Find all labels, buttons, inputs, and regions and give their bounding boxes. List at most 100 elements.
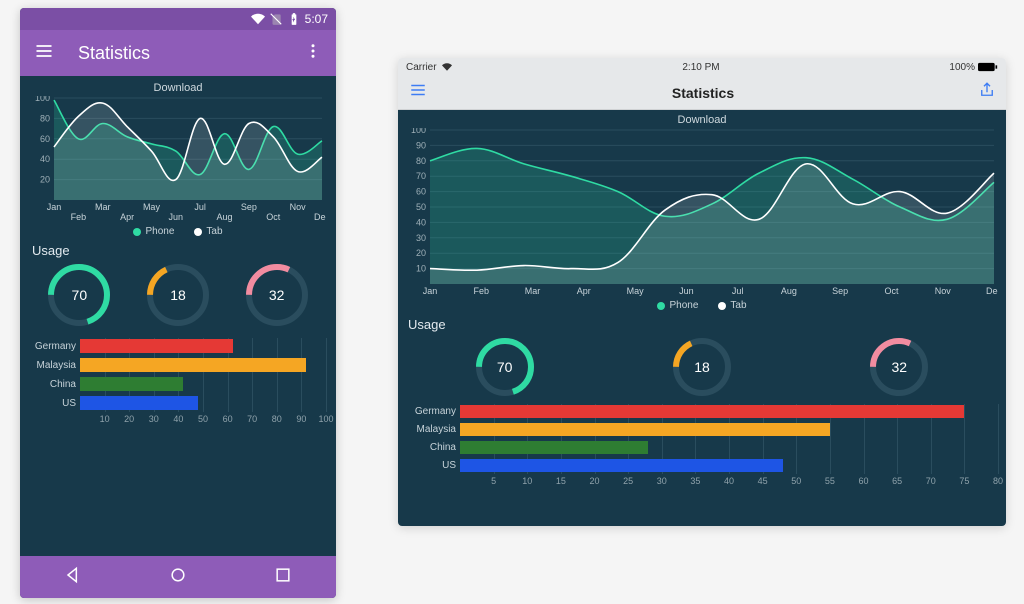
- usage-donut: 32: [868, 336, 930, 398]
- bar-label: Germany: [30, 341, 80, 352]
- svg-text:Jun: Jun: [679, 286, 694, 296]
- back-icon[interactable]: [63, 565, 83, 590]
- bar-row: Malaysia: [30, 357, 326, 373]
- legend-item: Phone: [133, 226, 174, 237]
- svg-text:Aug: Aug: [217, 212, 233, 222]
- usage-donut: 32: [244, 262, 310, 328]
- bar-row: US: [406, 458, 998, 473]
- bar-row: Germany: [30, 338, 326, 354]
- overflow-menu-icon[interactable]: [304, 42, 322, 65]
- hamburger-icon[interactable]: [408, 81, 428, 104]
- legend-dot: [657, 302, 665, 310]
- hamburger-icon[interactable]: [34, 41, 54, 66]
- battery-percent: 100%: [949, 62, 975, 73]
- bar-row: Germany: [406, 404, 998, 419]
- svg-text:Feb: Feb: [474, 286, 490, 296]
- donut-value: 32: [269, 287, 285, 303]
- svg-text:30: 30: [416, 233, 426, 243]
- legend-dot: [194, 228, 202, 236]
- ios-status-bar: Carrier 2:10 PM 100%: [398, 58, 1006, 76]
- ios-nav-bar: Statistics: [398, 76, 1006, 110]
- usage-donut: 70: [46, 262, 112, 328]
- svg-text:Mar: Mar: [95, 202, 111, 212]
- android-nav-bar: [20, 556, 336, 598]
- donut-value: 70: [72, 287, 88, 303]
- donut-value: 18: [170, 287, 186, 303]
- svg-text:80: 80: [40, 113, 50, 123]
- usage-donut: 18: [671, 336, 733, 398]
- svg-text:Jan: Jan: [423, 286, 438, 296]
- legend-dot: [133, 228, 141, 236]
- legend-item: Tab: [194, 226, 222, 237]
- svg-text:Apr: Apr: [120, 212, 134, 222]
- svg-text:Dec: Dec: [314, 212, 326, 222]
- usage-donuts: 70 18 32: [406, 336, 998, 398]
- tablet-content: Download 102030405060708090100JanFebMarA…: [398, 110, 1006, 526]
- bar-fill: [80, 339, 233, 353]
- bar-fill: [80, 396, 198, 410]
- bar-fill: [460, 405, 964, 418]
- bar-fill: [80, 377, 183, 391]
- svg-text:Dec: Dec: [986, 286, 998, 296]
- svg-text:May: May: [143, 202, 161, 212]
- bar-label: China: [406, 442, 460, 453]
- share-icon[interactable]: [978, 81, 996, 104]
- svg-text:Oct: Oct: [266, 212, 281, 222]
- bar-fill: [460, 459, 783, 472]
- svg-text:60: 60: [416, 187, 426, 197]
- legend-dot: [718, 302, 726, 310]
- nav-title: Statistics: [428, 85, 978, 101]
- svg-text:Nov: Nov: [290, 202, 307, 212]
- download-chart-title: Download: [406, 114, 998, 126]
- svg-text:Aug: Aug: [781, 286, 797, 296]
- status-time: 2:10 PM: [453, 62, 950, 73]
- usage-donut: 18: [145, 262, 211, 328]
- svg-text:60: 60: [40, 134, 50, 144]
- svg-text:Jul: Jul: [732, 286, 744, 296]
- wifi-icon: [251, 12, 265, 26]
- svg-text:Jan: Jan: [47, 202, 62, 212]
- svg-text:Sep: Sep: [832, 286, 848, 296]
- bar-label: Malaysia: [30, 360, 80, 371]
- svg-text:80: 80: [416, 156, 426, 166]
- svg-text:Jun: Jun: [169, 212, 184, 222]
- svg-text:40: 40: [416, 217, 426, 227]
- usage-donuts: 70 18 32: [30, 262, 326, 328]
- donut-value: 18: [694, 359, 710, 375]
- carrier-label: Carrier: [406, 62, 437, 73]
- legend-item: Tab: [718, 300, 746, 311]
- bar-label: Malaysia: [406, 424, 460, 435]
- svg-text:90: 90: [416, 140, 426, 150]
- download-legend: Phone Tab: [30, 226, 326, 237]
- android-app-bar: Statistics: [20, 30, 336, 76]
- svg-text:May: May: [627, 286, 645, 296]
- country-bar-chart: Germany Malaysia China US 10203040506070…: [30, 338, 326, 426]
- bar-row: China: [406, 440, 998, 455]
- bar-label: US: [30, 398, 80, 409]
- svg-text:Oct: Oct: [884, 286, 899, 296]
- svg-text:20: 20: [416, 248, 426, 258]
- legend-label: Phone: [669, 300, 698, 311]
- svg-text:Jul: Jul: [194, 202, 206, 212]
- bar-row: China: [30, 376, 326, 392]
- phone-content: Download 20406080100JanFebMarAprMayJunJu…: [20, 76, 336, 556]
- svg-text:100: 100: [411, 128, 426, 135]
- download-line-chart: 20406080100JanFebMarAprMayJunJulAugSepOc…: [30, 96, 326, 224]
- bar-fill: [80, 358, 306, 372]
- svg-text:100: 100: [35, 96, 50, 103]
- home-icon[interactable]: [168, 565, 188, 590]
- bar-row: US: [30, 395, 326, 411]
- android-status-bar: 5:07: [20, 8, 336, 30]
- download-line-chart: 102030405060708090100JanFebMarAprMayJunJ…: [406, 128, 998, 298]
- download-legend: Phone Tab: [406, 300, 998, 311]
- no-sim-icon: [269, 12, 283, 26]
- country-bar-chart: Germany Malaysia China US 51015202530354…: [406, 404, 998, 488]
- svg-text:70: 70: [416, 171, 426, 181]
- wifi-icon: [441, 62, 453, 72]
- recents-icon[interactable]: [273, 565, 293, 590]
- svg-text:50: 50: [416, 202, 426, 212]
- bar-label: China: [30, 379, 80, 390]
- svg-text:Mar: Mar: [525, 286, 541, 296]
- usage-title: Usage: [32, 243, 326, 258]
- svg-text:Apr: Apr: [577, 286, 591, 296]
